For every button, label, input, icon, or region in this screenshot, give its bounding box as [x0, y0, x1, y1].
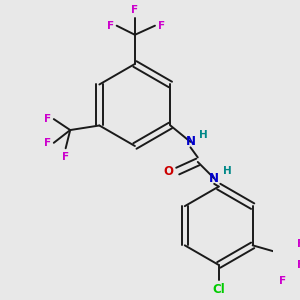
Text: F: F [44, 138, 51, 148]
Text: Cl: Cl [212, 283, 225, 296]
Text: O: O [163, 165, 173, 178]
Text: F: F [131, 5, 139, 15]
Text: N: N [185, 135, 196, 148]
Text: F: F [279, 276, 286, 286]
Text: F: F [107, 21, 114, 31]
Text: H: H [199, 130, 208, 140]
Text: N: N [209, 172, 219, 185]
Text: F: F [44, 114, 51, 124]
Text: F: F [62, 152, 69, 162]
Text: F: F [158, 21, 165, 31]
Text: H: H [223, 166, 231, 176]
Text: F: F [297, 260, 300, 270]
Text: F: F [297, 238, 300, 248]
